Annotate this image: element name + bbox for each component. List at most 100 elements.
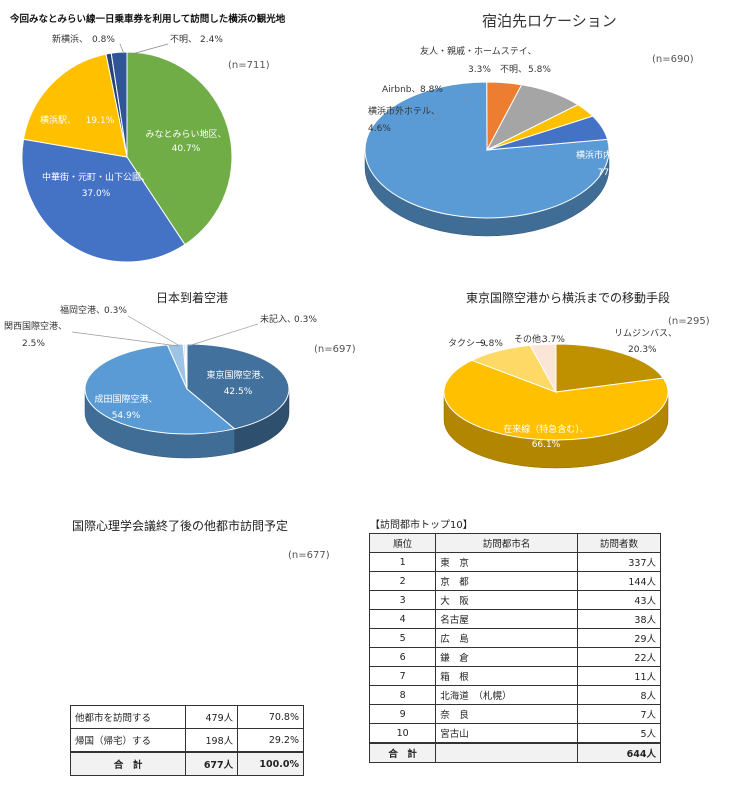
chart4-pct-0: 20.3% xyxy=(628,345,657,355)
chart2-label-2: Airbnb、 xyxy=(382,85,421,95)
chart1-label-4: 不明、 xyxy=(170,34,197,45)
row-label: 帰国（帰宅）する xyxy=(69,728,187,753)
cell-city: 名古屋 xyxy=(435,609,578,629)
chart1-label-1: 中華街・元町・山下公園、 xyxy=(42,171,150,183)
chart4-slice-3 xyxy=(529,343,557,393)
chart3-title: 日本到着空港 xyxy=(156,290,228,305)
chart3-label-1: 成田国際空港、 xyxy=(94,393,157,405)
cell-rank: 5 xyxy=(368,628,437,648)
cell-city: 北海道 （札幌） xyxy=(435,685,578,705)
cell-rank: 6 xyxy=(368,647,437,667)
chart3-label-2: 関西国際空港、 xyxy=(4,320,67,332)
chart4-title: 東京国際空港から横浜までの移動手段 xyxy=(466,290,670,305)
cell-rank: 1 xyxy=(368,552,437,572)
cell-count: 38人 xyxy=(576,609,662,629)
cell-rank: 8 xyxy=(368,685,437,705)
chart1-n: (n=711) xyxy=(228,60,270,71)
chart2-label-0: 横浜市内ホテル、 xyxy=(576,149,648,161)
cell-count: 43人 xyxy=(576,590,662,610)
cell-city: 広 島 xyxy=(435,628,578,648)
chart1-title: 今回みなとみらい線一日乗車券を利用して訪問した横浜の観光地 xyxy=(9,13,286,25)
chart3-labels: 東京国際空港、 42.5% 成田国際空港、 54.9% 関西国際空港、 2.5%… xyxy=(4,304,317,421)
chart2-labels: 横浜市内ホテル、 77.4% 横浜市外ホテル、 4.6% Airbnb、 8.8… xyxy=(368,45,648,178)
cell-city: 京 都 xyxy=(435,571,578,591)
cell-count: 337人 xyxy=(576,552,662,572)
chart4-pie xyxy=(443,343,669,469)
chart1-labels: みなとみらい地区、 40.7% 中華街・元町・山下公園、 37.0% 横浜駅、 … xyxy=(40,33,227,199)
total-blank xyxy=(435,742,578,763)
chart4-pct-2: 9.8% xyxy=(480,339,503,349)
chart1-label-2: 横浜駅、 xyxy=(40,114,76,126)
chart2-title: 宿泊先ロケーション xyxy=(482,12,617,30)
cell-count: 5人 xyxy=(576,723,662,744)
chart2-pct-3: 3.3% xyxy=(468,65,491,75)
chart4-label-3: その他、 xyxy=(514,333,550,345)
header-count: 訪問者数 xyxy=(576,533,662,553)
chart3-pct-1: 54.9% xyxy=(112,411,141,421)
total-label: 合 計 xyxy=(69,751,187,776)
cell-city: 大 阪 xyxy=(435,590,578,610)
chart1-label-0: みなとみらい地区、 xyxy=(145,128,226,140)
chart4-n: (n=295) xyxy=(668,316,710,327)
chart3-pct-2: 2.5% xyxy=(22,339,45,349)
chart2-label-1: 横浜市外ホテル、 xyxy=(368,105,440,117)
chart1-pie xyxy=(21,51,233,263)
table-row: 他都市を訪問する 479人 70.8% xyxy=(69,705,304,729)
chart1-pct-0: 40.7% xyxy=(172,144,201,154)
chart3-pie xyxy=(84,343,290,459)
total-row: 合 計 644人 xyxy=(368,742,662,763)
chart3-label-0: 東京国際空港、 xyxy=(206,369,269,381)
chart3-pct-3: 0.3% xyxy=(104,306,127,316)
total-row: 合 計 677人 100.0% xyxy=(69,751,304,776)
chart4-label-1: 在来線（特急含む）、 xyxy=(503,423,589,435)
cell-count: 29人 xyxy=(576,628,662,648)
row-label: 他都市を訪問する xyxy=(69,705,187,729)
chart1-pct-1: 37.0% xyxy=(82,189,111,199)
chart2-pct-0: 77.4% xyxy=(598,168,627,178)
chart3-pct-0: 42.5% xyxy=(224,387,253,397)
chart4-pct-3: 3.7% xyxy=(542,335,565,345)
chart1-slice-2 xyxy=(22,53,128,158)
chart2-label-4: 不明、 xyxy=(500,64,527,75)
chart2-pct-2: 8.8% xyxy=(420,85,443,95)
chart1-slice-4 xyxy=(110,51,128,158)
chart1-label-3: 新横浜、 xyxy=(52,33,88,45)
table-header: 順位 訪問都市名 訪問者数 xyxy=(368,533,662,553)
cell-count: 11人 xyxy=(576,666,662,686)
row-count: 198人 xyxy=(185,728,239,753)
chart4-label-2: タクシー、 xyxy=(448,338,493,349)
table-row: 4 名古屋 38人 xyxy=(368,609,662,629)
chart4-slice-0 xyxy=(555,343,665,393)
cell-rank: 3 xyxy=(368,590,437,610)
cell-city: 宮古山 xyxy=(435,723,578,744)
chart1-pct-3: 0.8% xyxy=(92,35,115,45)
chart3-n: (n=697) xyxy=(314,344,356,355)
chart4-labels: リムジンバス、 20.3% 在来線（特急含む）、 66.1% タクシー、 9.8… xyxy=(448,328,677,450)
chart3-slice-0 xyxy=(186,343,290,430)
header-city: 訪問都市名 xyxy=(435,533,578,553)
cell-count: 22人 xyxy=(576,647,662,667)
table-row: 8 北海道 （札幌） 8人 xyxy=(368,685,662,705)
cell-rank: 7 xyxy=(368,666,437,686)
row-count: 479人 xyxy=(185,705,239,729)
chart3-label-4: 未記入、 xyxy=(260,313,296,325)
chart3-slice-1 xyxy=(84,344,236,435)
visit-plan-table: 他都市を訪問する 479人 70.8% 帰国（帰宅）する 198人 29.2% … xyxy=(69,705,304,776)
row-pct: 70.8% xyxy=(237,705,304,729)
cell-count: 7人 xyxy=(576,704,662,724)
chart3-label-3: 福岡空港、 xyxy=(60,304,105,316)
chart2-slice-4 xyxy=(486,115,609,151)
cell-count: 8人 xyxy=(576,685,662,705)
chart2-n: (n=690) xyxy=(652,54,694,65)
cell-rank: 9 xyxy=(368,704,437,724)
chart1-pct-4: 2.4% xyxy=(200,35,223,45)
total-count: 644人 xyxy=(576,742,662,763)
cell-city: 奈 良 xyxy=(435,704,578,724)
chart2-pct-4: 5.8% xyxy=(528,65,551,75)
